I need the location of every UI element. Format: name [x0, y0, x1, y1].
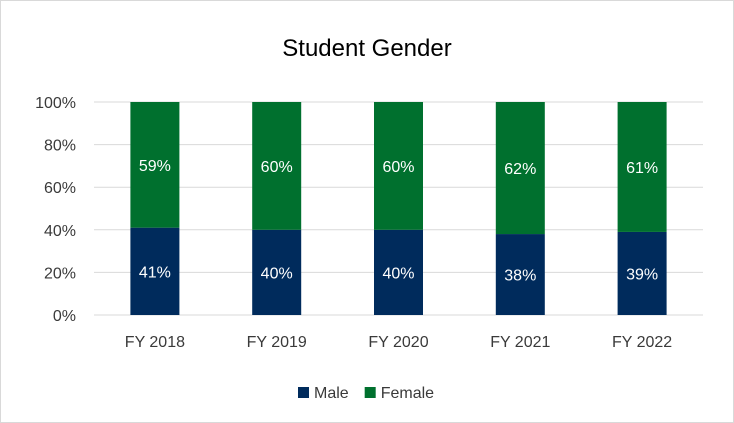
data-label: 40%	[261, 265, 293, 282]
data-label: 59%	[139, 158, 171, 175]
bar-female-5	[617, 102, 667, 232]
bar-male-1	[130, 227, 180, 315]
y-tick-label: 80%	[44, 138, 76, 155]
x-tick-label: FY 2018	[125, 334, 185, 351]
chart-title: Student Gender	[282, 35, 451, 62]
y-axis-ticks: 0% 20% 40% 60% 80% 100%	[35, 95, 76, 325]
x-axis-ticks: FY 2018 FY 2019 FY 2020 FY 2021 FY 2022	[125, 334, 672, 351]
legend: Male Female	[298, 385, 434, 402]
x-tick-label: FY 2022	[612, 334, 672, 351]
y-tick-label: 0%	[53, 308, 76, 325]
legend-label-female: Female	[381, 385, 434, 402]
legend-swatch-female	[364, 387, 376, 398]
legend-label-male: Male	[314, 385, 349, 402]
y-tick-label: 40%	[44, 223, 76, 240]
data-label: 39%	[626, 266, 658, 283]
data-label: 61%	[626, 160, 658, 177]
data-label: 60%	[261, 159, 293, 176]
bar-female-1	[130, 102, 180, 228]
bar-female-3	[374, 102, 423, 230]
x-tick-label: FY 2020	[368, 334, 428, 351]
bar-female-2	[252, 102, 302, 230]
data-labels: 41% 59% 40% 60% 40% 60% 38% 62% 39% 61%	[139, 158, 658, 285]
data-label: 60%	[382, 159, 414, 176]
data-label: 41%	[139, 264, 171, 281]
data-label: 38%	[504, 268, 536, 285]
x-tick-label: FY 2021	[490, 334, 550, 351]
bar-male-2	[252, 229, 302, 315]
bar-female-4	[495, 102, 545, 235]
bars	[130, 102, 667, 315]
data-label: 40%	[382, 265, 414, 282]
bar-male-3	[374, 229, 423, 315]
y-tick-label: 100%	[35, 95, 76, 112]
bar-male-4	[495, 234, 545, 315]
legend-swatch-male	[298, 387, 309, 398]
y-tick-label: 60%	[44, 180, 76, 197]
x-tick-label: FY 2019	[247, 334, 307, 351]
y-tick-label: 20%	[44, 265, 76, 282]
bar-male-5	[617, 231, 667, 315]
data-label: 62%	[504, 161, 536, 178]
